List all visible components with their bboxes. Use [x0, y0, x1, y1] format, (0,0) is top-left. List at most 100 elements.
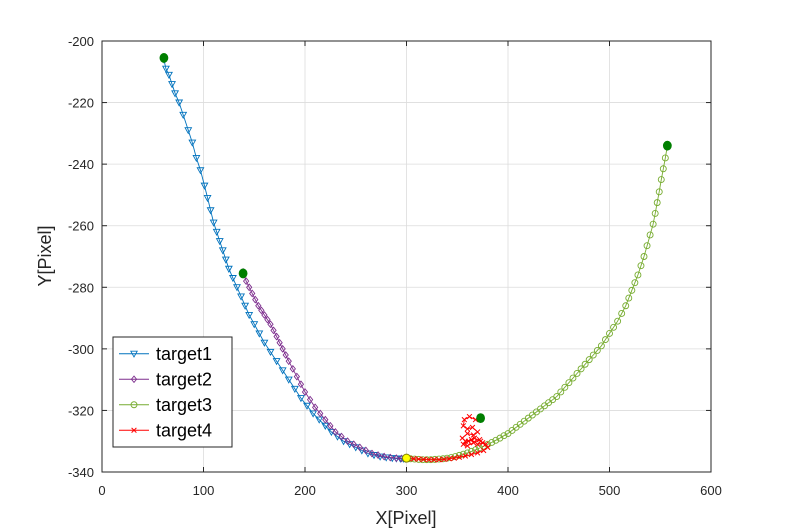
- data-point-target3: [640, 253, 648, 260]
- data-point-target4: [470, 440, 477, 446]
- data-point-target1: [296, 395, 305, 403]
- x-tick-label: 500: [599, 483, 621, 498]
- data-point-target3: [557, 388, 565, 396]
- legend-entry-target3: target3: [119, 395, 212, 415]
- data-point-target1: [165, 71, 173, 79]
- legend-label: target1: [156, 344, 212, 364]
- legend-marker: [131, 427, 137, 434]
- data-point-target1: [224, 265, 233, 273]
- data-point-target4: [469, 424, 476, 431]
- data-point-target4: [415, 456, 422, 462]
- data-point-target2: [242, 277, 250, 286]
- data-point-target4: [456, 454, 463, 460]
- data-point-target4: [460, 441, 467, 448]
- x-tick-label: 100: [193, 483, 215, 498]
- data-point-target4: [421, 456, 427, 463]
- data-point-target1: [215, 238, 224, 246]
- data-point-target1: [237, 293, 246, 301]
- data-point-target2: [282, 351, 289, 359]
- data-point-target4: [468, 451, 475, 458]
- data-point-target2: [279, 344, 286, 353]
- data-point-target2: [327, 421, 334, 430]
- data-point-target3: [610, 323, 618, 331]
- data-point-target3: [659, 165, 667, 173]
- x-tick-label: 200: [294, 483, 316, 498]
- data-point-target4: [480, 447, 487, 454]
- markers-layer: [159, 53, 672, 463]
- legend: target1 target2 target3 target4: [112, 336, 233, 448]
- data-point-target3: [496, 434, 504, 442]
- data-point-target4: [451, 455, 457, 461]
- data-point-target1: [278, 367, 287, 375]
- data-point-target1: [212, 228, 221, 236]
- data-point-target3: [589, 351, 597, 359]
- data-point-target3: [618, 310, 626, 317]
- series-target4: [405, 413, 491, 463]
- data-point-target1: [245, 311, 254, 320]
- data-point-target2: [374, 451, 382, 459]
- data-point-target2: [270, 326, 277, 335]
- y-tick-label: -220: [68, 96, 94, 111]
- end-marker: [402, 453, 411, 463]
- y-tick-label: -280: [68, 280, 94, 295]
- data-point-target2: [362, 446, 370, 455]
- data-point-target1: [241, 302, 250, 310]
- y-axis-ticks: -200 -220 -240 -260 -280 -300 -320 -340: [68, 34, 711, 480]
- legend-label: target4: [156, 420, 212, 440]
- data-point-target3: [661, 154, 669, 162]
- data-point-target2: [285, 357, 292, 366]
- series-line-target2: [242, 271, 406, 460]
- y-tick-label: -200: [68, 34, 94, 49]
- legend-marker: [130, 375, 138, 384]
- data-point-target4: [471, 435, 478, 441]
- data-point-target1: [266, 348, 275, 357]
- data-point-target4: [446, 456, 452, 462]
- legend-label: target3: [156, 395, 212, 415]
- data-point-target2: [381, 452, 388, 461]
- data-point-target4: [482, 441, 489, 448]
- legend-entry-target1: target1: [119, 344, 212, 364]
- data-point-target2: [356, 443, 363, 452]
- data-point-target3: [459, 450, 467, 458]
- data-point-target3: [597, 342, 605, 350]
- x-tick-label: 300: [396, 483, 418, 498]
- x-tick-label: 0: [98, 483, 105, 498]
- data-point-target2: [387, 453, 394, 462]
- data-point-target3: [622, 302, 630, 310]
- series-layer: [159, 56, 671, 464]
- data-point-target3: [569, 374, 577, 382]
- data-point-target3: [653, 199, 661, 207]
- x-tick-label: 600: [700, 483, 722, 498]
- data-point-target2: [252, 295, 259, 304]
- data-point-target1: [188, 139, 197, 147]
- start-marker: [159, 53, 169, 63]
- data-point-target4: [474, 450, 481, 456]
- data-point-target3: [637, 262, 645, 270]
- data-point-target1: [315, 416, 324, 424]
- x-axis-ticks: 0 100 200 300 400 500 600: [98, 41, 722, 498]
- data-point-target1: [290, 385, 299, 394]
- data-point-target4: [465, 438, 472, 444]
- data-point-target2: [261, 311, 268, 319]
- data-point-target2: [258, 306, 265, 315]
- data-point-target1: [272, 358, 281, 366]
- y-tick-label: -340: [68, 465, 94, 480]
- data-point-target1: [206, 207, 215, 215]
- x-tick-label: 400: [497, 483, 519, 498]
- data-point-target3: [657, 176, 665, 183]
- data-point-target2: [276, 338, 283, 347]
- data-point-target1: [303, 402, 311, 410]
- data-point-target4: [431, 456, 437, 463]
- data-point-target4: [461, 416, 468, 423]
- start-marker: [238, 268, 248, 279]
- legend-marker: [130, 401, 138, 409]
- series-target2: [239, 267, 409, 463]
- data-point-target2: [293, 372, 301, 381]
- y-tick-label: -320: [68, 403, 94, 418]
- data-point-target1: [260, 339, 269, 347]
- y-tick-label: -240: [68, 157, 94, 172]
- data-point-target4: [464, 443, 471, 449]
- data-point-target1: [221, 256, 230, 264]
- y-tick-label: -300: [68, 342, 94, 357]
- data-point-target3: [565, 379, 573, 387]
